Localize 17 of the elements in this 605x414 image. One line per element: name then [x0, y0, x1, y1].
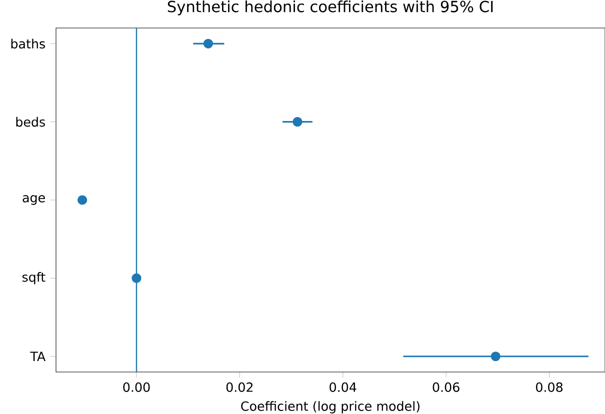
x-axis-title: Coefficient (log price model): [241, 401, 420, 414]
point: [78, 195, 88, 205]
point: [203, 38, 214, 48]
y-tick-label: baths: [11, 38, 45, 49]
x-tick-label: 0.00: [123, 382, 150, 392]
chart-title: Synthetic hedonic coefficients with 95% CI: [168, 0, 493, 16]
y-tick-label: sqft: [22, 272, 46, 284]
y-tick-label: TA: [30, 352, 46, 361]
x-tick-label: 0.02: [226, 382, 253, 392]
x-tick-label: 0.06: [432, 382, 460, 392]
y-tick-label: age: [22, 195, 45, 205]
x-tick-label: 0.08: [536, 382, 563, 392]
y-tick-label: beds: [16, 116, 45, 127]
point: [132, 273, 142, 283]
point: [490, 352, 500, 362]
x-tick-label: 0.04: [330, 382, 356, 392]
point: [292, 117, 302, 127]
